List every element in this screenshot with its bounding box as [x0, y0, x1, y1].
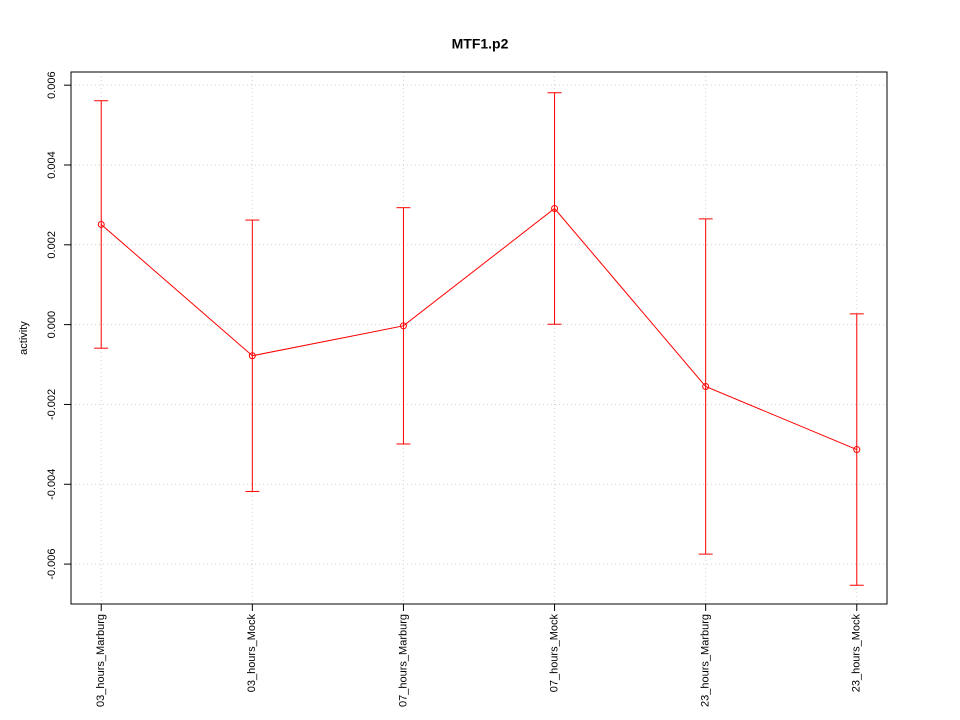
y-tick-label: 0.002 [46, 231, 58, 259]
x-tick-label: 23_hours_Mock [851, 614, 863, 693]
y-axis-label: activity [18, 321, 30, 355]
data-line [100, 207, 857, 451]
y-tick-label: 0.000 [46, 311, 58, 339]
x-tick-label: 23_hours_Marburg [700, 614, 712, 707]
y-tick-label: 0.006 [46, 71, 58, 99]
y-tick-label: -0.004 [46, 469, 58, 500]
y-tick-label: 0.004 [46, 151, 58, 179]
data-point [97, 220, 105, 228]
data-point [551, 204, 559, 212]
plot-frame [70, 71, 888, 605]
chart-title: MTF1.p2 [452, 36, 509, 52]
x-tick-label: 03_hours_Marburg [95, 614, 107, 707]
y-tick-label: -0.002 [46, 389, 58, 420]
x-tick-label: 07_hours_Mock [548, 614, 560, 693]
data-point [248, 352, 256, 360]
data-point [853, 446, 861, 454]
data-point [399, 322, 407, 330]
data-point [702, 382, 710, 390]
x-tick-label: 07_hours_Marburg [397, 614, 409, 707]
y-tick-label: -0.006 [46, 548, 58, 579]
x-tick-label: 03_hours_Mock [246, 614, 258, 693]
